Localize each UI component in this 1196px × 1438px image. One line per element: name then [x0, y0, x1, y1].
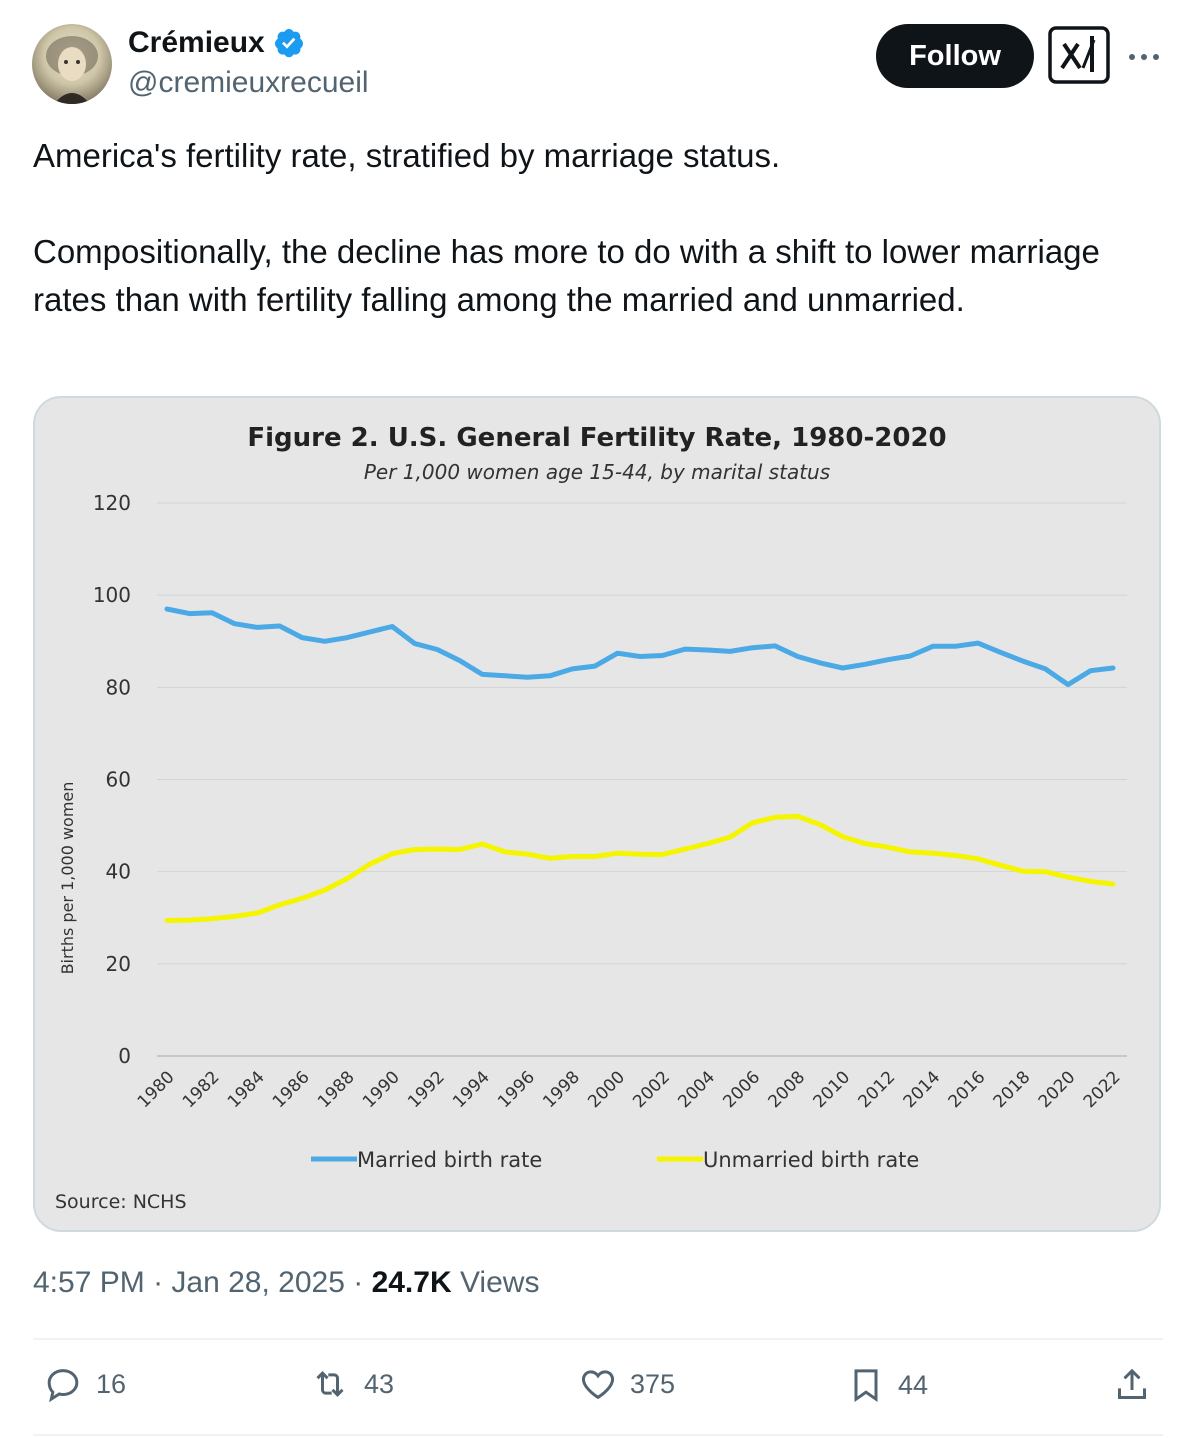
x-tick-label: 1990	[359, 1067, 404, 1112]
author-avatar[interactable]	[32, 24, 112, 104]
reply-icon	[47, 1369, 79, 1403]
x-tick-label: 1994	[449, 1067, 494, 1112]
x-tick-label: 1980	[134, 1067, 179, 1112]
repost-button[interactable]: 43	[308, 1364, 394, 1404]
reply-button[interactable]: 16	[42, 1364, 126, 1404]
x-tick-label: 1998	[539, 1067, 584, 1112]
like-button[interactable]: 375	[578, 1364, 675, 1404]
reply-count: 16	[96, 1368, 127, 1399]
grok-button[interactable]	[1048, 26, 1110, 84]
meta-separator: ·	[344, 1266, 372, 1299]
tweet-date[interactable]: Jan 28, 2025	[171, 1266, 345, 1299]
views-label: Views	[451, 1266, 540, 1299]
views-count: 24.7K	[371, 1266, 452, 1299]
ellipsis-icon	[1129, 54, 1159, 60]
tweet-time[interactable]: 4:57 PM	[33, 1266, 145, 1299]
unmarried-birth-rate-line	[164, 813, 1116, 923]
repost-icon	[316, 1371, 344, 1397]
x-tick-label: 2004	[674, 1067, 719, 1112]
x-tick-label: 1988	[314, 1067, 359, 1112]
like-count: 375	[630, 1368, 676, 1399]
x-tick-label: 1984	[224, 1067, 269, 1112]
bookmark-button[interactable]: 44	[846, 1364, 928, 1406]
chart-legend: Married birth rate Unmarried birth rate	[311, 1148, 919, 1172]
y-tick-label: 60	[106, 768, 131, 792]
x-tick-label: 1992	[404, 1067, 449, 1112]
author-handle[interactable]: @cremieuxrecueil	[128, 66, 369, 99]
heart-icon	[581, 1370, 615, 1400]
author-name-row[interactable]: Crémieux	[128, 26, 305, 60]
chart-source: Source: NCHS	[55, 1191, 187, 1213]
tweet-meta: 4:57 PM · Jan 28, 2025 · 24.7K Views	[33, 1266, 539, 1300]
x-tick-label: 2016	[945, 1067, 990, 1112]
legend-unmarried-label: Unmarried birth rate	[703, 1148, 919, 1172]
avatar-portrait-icon	[46, 36, 98, 104]
x-tick-label: 1982	[179, 1067, 224, 1112]
y-tick-label: 100	[93, 583, 131, 607]
verified-badge-icon	[274, 29, 303, 58]
share-icon	[1118, 1368, 1146, 1399]
x-tick-label: 2008	[764, 1067, 809, 1112]
y-tick-label: 80	[106, 675, 131, 699]
bookmark-count: 44	[898, 1369, 929, 1400]
y-tick-label: 0	[118, 1044, 131, 1068]
y-tick-label: 120	[93, 491, 131, 515]
repost-count: 43	[364, 1368, 395, 1399]
share-button[interactable]	[1112, 1364, 1152, 1406]
x-tick-label: 2012	[855, 1067, 900, 1112]
divider	[33, 1338, 1163, 1340]
meta-separator: ·	[144, 1266, 172, 1299]
married-birth-rate-line	[164, 606, 1116, 688]
media-card[interactable]: Figure 2. U.S. General Fertility Rate, 1…	[33, 396, 1161, 1232]
x-tick-label: 1996	[494, 1067, 539, 1112]
author-name[interactable]: Crémieux	[128, 26, 265, 59]
fertility-chart: Figure 2. U.S. General Fertility Rate, 1…	[55, 423, 1127, 1213]
follow-button[interactable]: Follow	[876, 24, 1034, 88]
x-tick-label: 2020	[1035, 1067, 1080, 1112]
x-tick-label: 2022	[1080, 1067, 1125, 1112]
bookmark-icon	[854, 1369, 878, 1403]
chart-subtitle: Per 1,000 women age 15-44, by marital st…	[364, 460, 830, 484]
x-tick-label: 2002	[629, 1067, 674, 1112]
y-tick-label: 20	[106, 952, 131, 976]
x-tick-label: 1986	[269, 1067, 314, 1112]
legend-married-label: Married birth rate	[357, 1148, 542, 1172]
tweet-text: America's fertility rate, stratified by …	[33, 137, 1100, 318]
x-tick-label: 2000	[584, 1067, 629, 1112]
chart-title: Figure 2. U.S. General Fertility Rate, 1…	[247, 423, 946, 453]
y-axis-label: Births per 1,000 women	[58, 782, 77, 975]
x-tick-label: 2014	[900, 1067, 945, 1112]
divider	[33, 1434, 1163, 1436]
x-tick-label: 2010	[810, 1067, 855, 1112]
x-tick-label: 2006	[719, 1067, 764, 1112]
grok-icon	[1048, 26, 1110, 84]
more-options-icon[interactable]	[1128, 36, 1160, 70]
y-tick-label: 40	[106, 860, 131, 884]
x-tick-label: 2018	[990, 1067, 1035, 1112]
